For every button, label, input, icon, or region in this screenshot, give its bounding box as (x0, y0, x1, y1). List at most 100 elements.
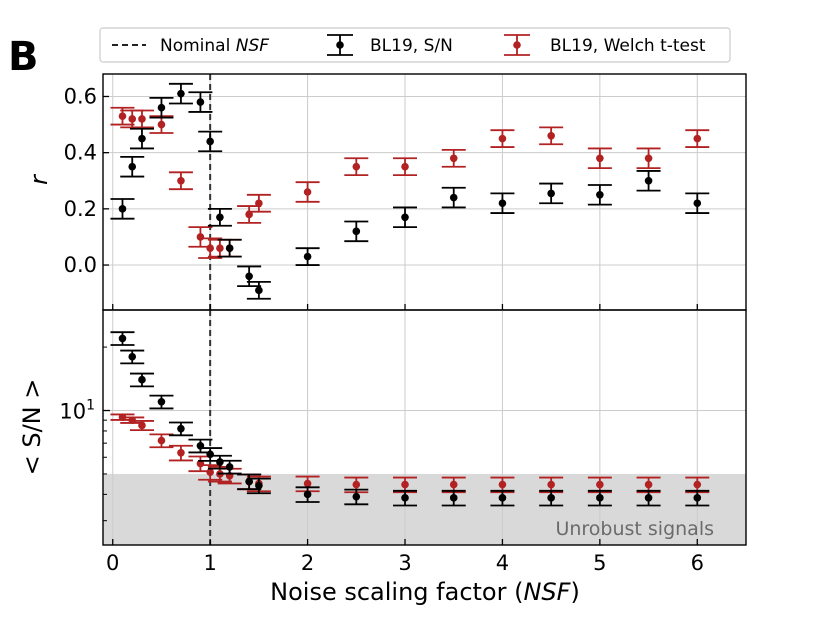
top-sn-point (129, 127, 154, 150)
top-sn-marker (177, 89, 185, 98)
top-sn-marker (255, 286, 263, 295)
top-sn-point (217, 238, 242, 258)
bottom-sn-point (295, 486, 320, 503)
bottom-sn-marker (206, 450, 214, 459)
top-welch-marker (177, 176, 185, 185)
top-sn-marker (401, 213, 409, 222)
bottom-sn-marker (177, 424, 185, 433)
top-welch-point (237, 205, 262, 224)
bottom-sn-point (393, 489, 418, 507)
legend-frame (99, 27, 731, 63)
bottom-sn-point (539, 489, 564, 507)
bottom-welch-point (539, 476, 564, 494)
bottom-xtick-label: 1 (203, 551, 216, 575)
bottom-xtick-label: 4 (496, 551, 509, 575)
top-welch-point (393, 157, 418, 177)
bottom-sn-point (490, 489, 515, 507)
bottom-sn-marker (255, 481, 263, 490)
top-welch-marker (596, 154, 604, 163)
bottom-welch-point (393, 476, 418, 494)
top-welch-point (636, 147, 661, 170)
legend-sn-marker (327, 34, 353, 56)
top-sn-marker (157, 103, 166, 112)
top-ytick-label: 0.6 (64, 84, 97, 108)
top-welch-marker (449, 154, 458, 163)
top-sn-marker (644, 176, 653, 185)
top-sn-point (587, 184, 612, 206)
top-welch-point (490, 129, 515, 148)
x-axis-label-italic: NSF (523, 578, 571, 606)
top-welch-point (168, 171, 193, 191)
top-sn-marker (216, 213, 224, 222)
top-sn-marker (449, 193, 458, 202)
bottom-xtick-label: 3 (398, 551, 411, 575)
bottom-sn-marker (245, 477, 253, 486)
top-welch-point (587, 147, 612, 170)
top-sn-marker (225, 244, 234, 252)
bottom-welch-point (168, 444, 193, 462)
x-axis-label-prefix: Noise scaling factor ( (270, 578, 523, 606)
bottom-sn-marker (352, 492, 361, 501)
top-welch-point (246, 193, 271, 213)
top-sn-marker (118, 205, 127, 213)
top-sn-point (237, 265, 262, 288)
top-sn-marker (196, 98, 205, 106)
legend-nominal-label: Nominal NSF (160, 36, 269, 56)
bottom-welch-marker (303, 479, 312, 488)
unrobust-region-label: Unrobust signals (555, 518, 714, 540)
top-welch-marker (216, 244, 224, 252)
top-sn-point (198, 130, 223, 153)
bottom-sn-marker (225, 463, 234, 471)
bottom-welch-marker (177, 449, 185, 457)
bottom-sn-marker (449, 494, 458, 502)
bottom-ytick-label-base: 10 (59, 400, 86, 424)
top-welch-point (344, 157, 369, 177)
bottom-sn-marker (401, 494, 409, 502)
top-welch-marker (352, 162, 361, 171)
top-welch-marker (547, 132, 555, 140)
bottom-sn-point (168, 421, 193, 437)
bottom-sn-marker (644, 494, 653, 502)
top-welch-point (539, 126, 564, 146)
top-welch-point (149, 115, 174, 134)
legend-welch-label: BL19, Welch t-test (550, 36, 706, 56)
top-sn-point (120, 155, 145, 178)
top-welch-marker (255, 199, 263, 208)
panel-label: B (8, 34, 39, 80)
bottom-y-axis-label-text: < S/N > (18, 379, 46, 476)
bottom-sn-marker (596, 494, 604, 502)
bottom-sn-point (685, 489, 710, 507)
bottom-sn-point (636, 489, 661, 507)
top-sn-marker (303, 252, 312, 261)
top-sn-point (295, 247, 320, 266)
top-sn-point (636, 170, 661, 192)
legend-nominal-prefix: Nominal (160, 36, 236, 56)
top-welch-marker (128, 115, 137, 123)
bottom-welch-marker (547, 480, 555, 489)
top-welch-point (295, 181, 320, 203)
legend-nominal-italic: NSF (236, 36, 270, 56)
top-sn-point (344, 220, 369, 243)
bottom-sn-point (246, 477, 271, 495)
bottom-xtick-label: 5 (593, 551, 606, 575)
bottom-sn-marker (547, 494, 555, 502)
top-sn-point (207, 207, 232, 227)
bottom-welch-marker (644, 480, 653, 489)
top-welch-point (129, 109, 154, 129)
top-welch-point (198, 237, 223, 259)
bottom-welch-marker (401, 480, 409, 489)
x-axis-label: Noise scaling factor (NSF) (270, 578, 580, 606)
top-sn-point (685, 192, 710, 214)
bottom-y-axis-label: < S/N > (18, 379, 46, 476)
bottom-axes-frame (102, 309, 747, 546)
top-welch-marker (245, 210, 253, 219)
top-sn-point (441, 186, 466, 209)
bottom-welch-marker (596, 480, 604, 489)
bottom-welch-marker (693, 480, 702, 489)
top-welch-marker (157, 120, 166, 129)
top-welch-marker (303, 188, 312, 196)
top-sn-marker (693, 199, 702, 208)
bottom-sn-marker (128, 352, 137, 361)
top-ytick-label: 0.2 (64, 197, 97, 221)
bottom-sn-marker (498, 494, 507, 502)
